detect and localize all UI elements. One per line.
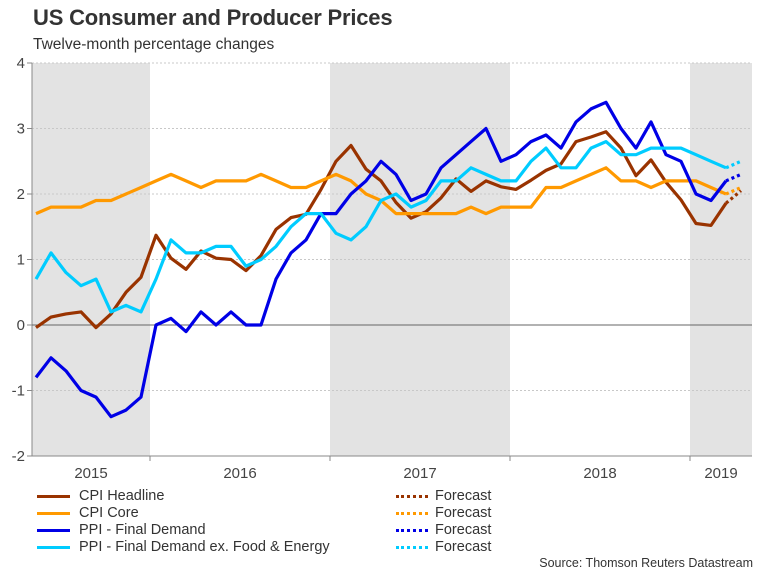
legend-swatch-ppi-final-demand-forecast <box>396 529 428 532</box>
series-line-ppi-final-demand-ex-food-energy <box>34 140 727 314</box>
legend-label: Forecast <box>435 539 492 555</box>
chart-title: US Consumer and Producer Prices <box>33 5 393 30</box>
y-tick-labels: -2 -1 0 1 2 3 4 <box>12 55 25 465</box>
series-line-cpi-headline <box>35 130 728 330</box>
x-tick-label-2018: 2018 <box>583 465 616 482</box>
shaded-year-2015 <box>32 63 150 456</box>
legend-swatch-ppi-ex-food-energy <box>37 546 70 549</box>
y-tick-label: -2 <box>12 448 25 465</box>
legend-label: Forecast <box>435 505 492 521</box>
legend-label: PPI - Final Demand ex. Food & Energy <box>79 539 330 555</box>
x-tick-label-2017: 2017 <box>403 465 436 482</box>
x-tick-label-2019: 2019 <box>704 465 737 482</box>
legend-swatch-ppi-final-demand <box>37 529 70 532</box>
legend-label: CPI Core <box>79 505 139 521</box>
legend-swatch-cpi-core <box>37 512 70 515</box>
series-lines <box>34 100 743 419</box>
forecast-line-cpi-core <box>725 186 742 196</box>
chart-subtitle: Twelve-month percentage changes <box>33 36 275 53</box>
x-tick-label-2015: 2015 <box>74 465 107 482</box>
y-tick-label: 4 <box>17 55 25 72</box>
legend-swatch-cpi-headline <box>37 495 70 498</box>
x-tick-labels: 2015 2016 2017 2018 2019 <box>74 465 737 482</box>
y-tick-label: 0 <box>17 317 25 334</box>
forecast-line-ppi-final-demand-ex-food-energy <box>725 159 742 170</box>
legend-swatch-cpi-headline-forecast <box>396 495 428 498</box>
legend-label: PPI - Final Demand <box>79 522 206 538</box>
axes <box>27 62 752 461</box>
y-tick-label: -1 <box>12 383 25 400</box>
legend-label: Forecast <box>435 488 492 504</box>
legend-swatch-cpi-core-forecast <box>396 512 428 515</box>
x-tick-label-2016: 2016 <box>223 465 256 482</box>
legend-label: CPI Headline <box>79 488 165 504</box>
forecast-line-ppi-final-demand <box>725 172 742 183</box>
y-tick-label: 1 <box>17 252 25 269</box>
legend-label: Forecast <box>435 522 492 538</box>
series-line-ppi-final-demand <box>34 100 728 419</box>
legend-swatch-ppi-ex-food-energy-forecast <box>396 546 428 549</box>
y-tick-label: 2 <box>17 186 25 203</box>
source-note: Source: Thomson Reuters Datastream <box>539 556 753 570</box>
y-tick-label: 3 <box>17 121 25 138</box>
